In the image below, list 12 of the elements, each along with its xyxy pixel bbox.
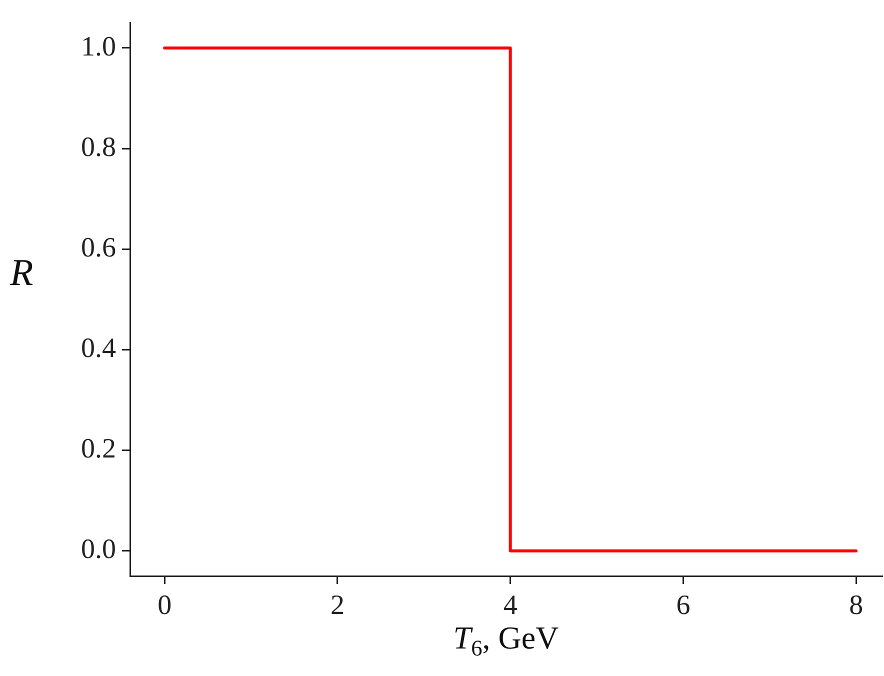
x-tick-label: 6 bbox=[676, 590, 690, 622]
x-tick-label: 8 bbox=[849, 590, 864, 622]
x-tick-label: 2 bbox=[330, 590, 344, 622]
y-tick-label: 0.0 bbox=[81, 534, 116, 566]
y-axis-title: R bbox=[9, 252, 34, 294]
y-tick-label: 1.0 bbox=[81, 31, 116, 62]
y-tick-label: 0.8 bbox=[81, 132, 116, 163]
y-tick-label: 0.6 bbox=[81, 232, 116, 264]
x-tick-label: 0 bbox=[158, 590, 172, 622]
x-tick-label: 4 bbox=[503, 590, 518, 622]
y-tick-label: 0.2 bbox=[81, 434, 116, 465]
y-tick-label: 0.4 bbox=[81, 333, 116, 364]
